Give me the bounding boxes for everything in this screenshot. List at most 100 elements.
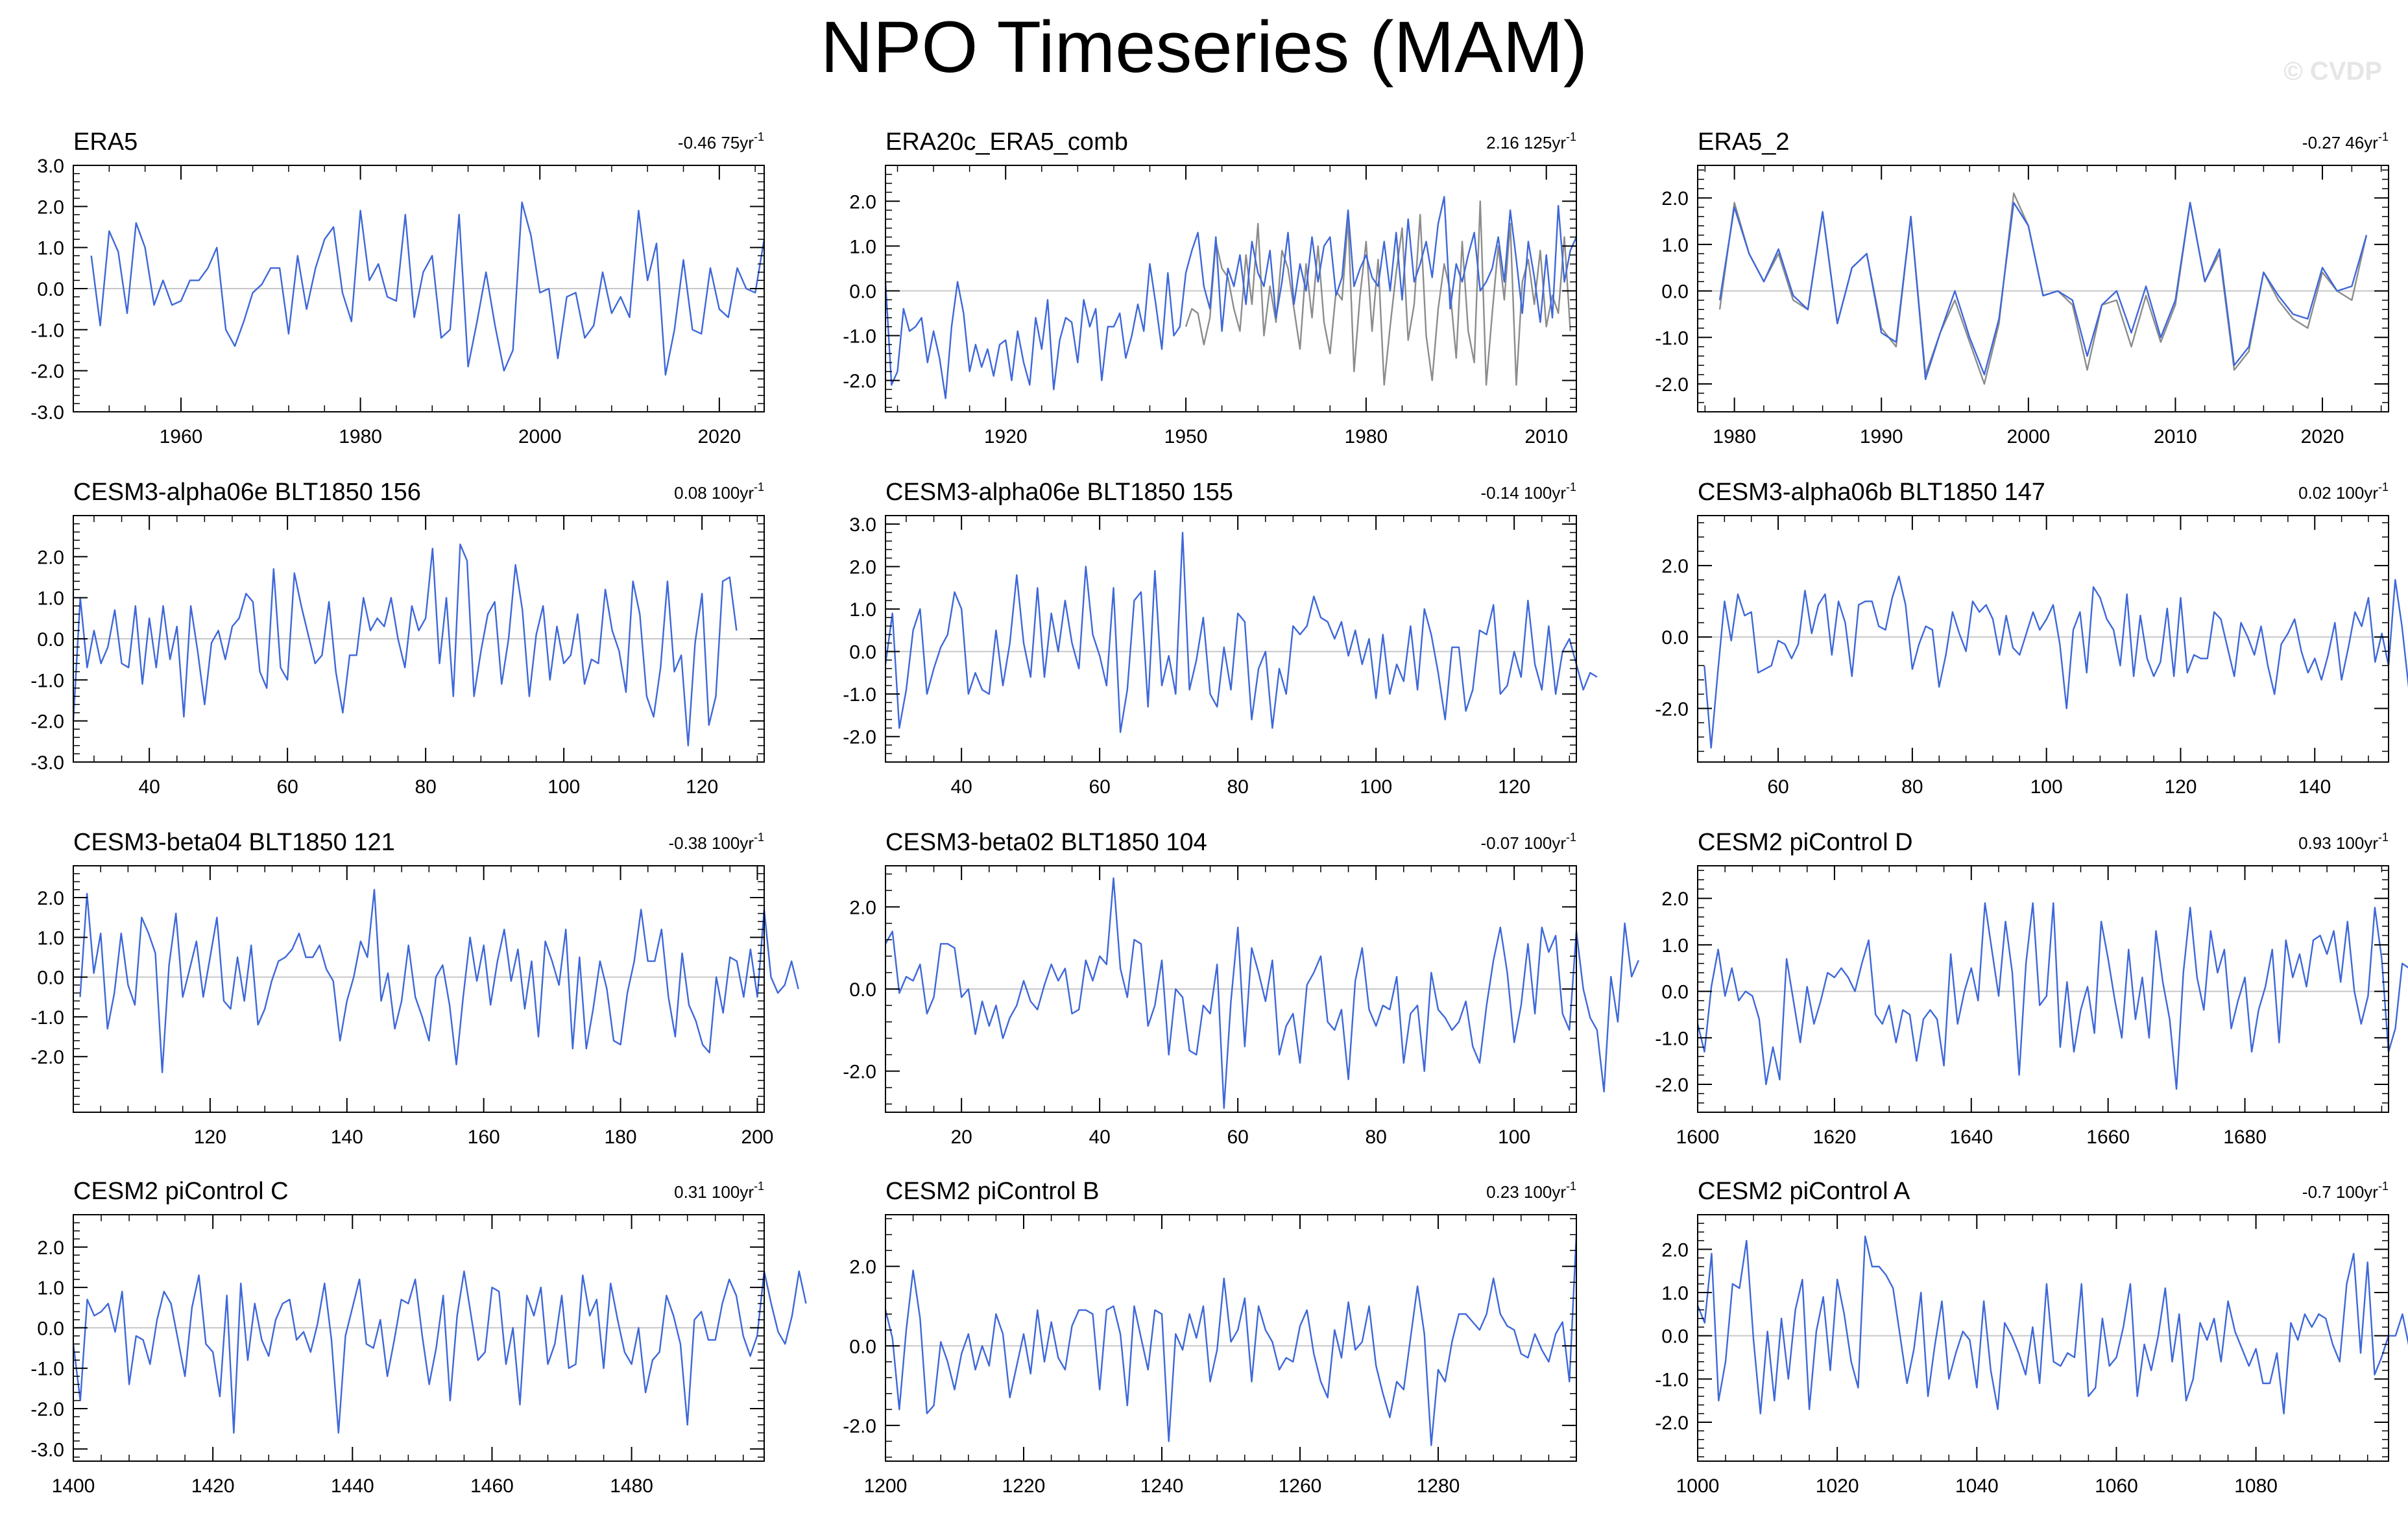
ytick-label: 1.0 (37, 238, 64, 259)
panel-title: CESM3-beta04 BLT1850 121 (73, 829, 395, 856)
series-line-1 (72, 543, 738, 746)
xtick-label: 2000 (518, 426, 562, 447)
ytick-label: 0.0 (849, 979, 876, 1001)
xtick-label: 120 (1498, 776, 1530, 798)
ytick-label: 0.0 (1661, 281, 1689, 303)
xtick-label: 1420 (191, 1475, 235, 1497)
xtick-label: 1980 (1344, 426, 1388, 447)
panel-title: CESM3-beta02 BLT1850 104 (885, 829, 1207, 856)
plot-frame (885, 1214, 1577, 1462)
xtick-label: 1920 (984, 426, 1028, 447)
series-line-1 (884, 196, 1578, 399)
xtick-label: 1080 (2234, 1475, 2278, 1497)
xtick-label: 1460 (470, 1475, 514, 1497)
xtick-label: 2010 (1524, 426, 1568, 447)
panel-title: CESM3-alpha06e BLT1850 155 (885, 479, 1233, 506)
xtick-label: 1960 (160, 426, 203, 447)
ytick-label: 2.0 (1661, 188, 1689, 209)
xtick-label: 1040 (1955, 1475, 1999, 1497)
panel-5: CESM3-alpha06e BLT1850 155 -0.14 100yr-1 -… (843, 479, 1598, 798)
xtick-label: 2020 (697, 426, 741, 447)
panel-2: ERA20c_ERA5_comb 2.16 125yr-1 -2.0 -1.0 0.0 1… (843, 128, 1578, 447)
xtick-label: 60 (1767, 776, 1788, 798)
xtick-label: 1400 (52, 1475, 95, 1497)
panel-title: ERA5 (73, 128, 138, 156)
panel-9: CESM2 piControl D 0.93 100yr-1 -2.0 -1.0 0.0… (1655, 829, 2408, 1148)
xtick-label: 1260 (1279, 1475, 1322, 1497)
xtick-label: 1000 (1676, 1475, 1720, 1497)
ytick-label: -2.0 (30, 361, 64, 383)
ytick-label: 2.0 (849, 897, 876, 918)
xtick-label: 1990 (1860, 426, 1903, 447)
panel-7: CESM3-beta04 BLT1850 121 -0.38 100yr-1 -2.… (30, 829, 799, 1148)
series-line-1 (72, 1270, 807, 1434)
ytick-label: 0.0 (1661, 1326, 1689, 1348)
ytick-label: 2.0 (849, 1257, 876, 1278)
ytick-label: 0.0 (849, 1336, 876, 1357)
xtick-label: 40 (138, 776, 160, 798)
ytick-label: 0.0 (849, 642, 876, 663)
xtick-label: 80 (1365, 1127, 1386, 1148)
panel-title: CESM2 piControl B (885, 1178, 1099, 1205)
trend-exponent: -1 (2378, 130, 2389, 143)
panel-1: ERA5 -0.46 75yr-1 -3.0 -2.0 -1.0 0.0 1.0 2.0 3.0… (30, 128, 765, 447)
series-line-2 (1185, 200, 1571, 386)
ytick-label: -2.0 (1655, 1075, 1689, 1096)
ytick-label: 1.0 (37, 1278, 64, 1299)
ytick-label: -2.0 (1655, 698, 1689, 720)
xtick-label: 140 (2298, 776, 2331, 798)
series-line-1 (884, 877, 1640, 1109)
ytick-label: 1.0 (849, 236, 876, 257)
xtick-label: 1440 (331, 1475, 374, 1497)
ytick-label: -2.0 (1655, 374, 1689, 396)
xtick-label: 120 (2164, 776, 2197, 798)
xtick-label: 1980 (1713, 426, 1756, 447)
ytick-label: 1.0 (849, 599, 876, 621)
panel-title: CESM3-alpha06b BLT1850 147 (1698, 479, 2045, 506)
trend-exponent: -1 (2378, 831, 2389, 844)
ytick-label: 1.0 (37, 927, 64, 949)
trend-exponent: -1 (754, 831, 764, 844)
plot-frame (1697, 515, 2389, 763)
xtick-label: 1280 (1417, 1475, 1460, 1497)
xtick-label: 60 (1089, 776, 1110, 798)
ytick-label: 0.0 (1661, 627, 1689, 649)
series-line-1 (90, 201, 765, 376)
ytick-label: -1.0 (1655, 1028, 1689, 1049)
ytick-label: 0.0 (849, 281, 876, 302)
trend-label: -0.14 100yr-1 (1480, 481, 1576, 503)
ytick-label: -1.0 (30, 1359, 64, 1380)
ytick-label: -2.0 (30, 1399, 64, 1420)
xtick-label: 100 (2030, 776, 2063, 798)
xtick-label: 1200 (864, 1475, 908, 1497)
ytick-label: 2.0 (849, 557, 876, 578)
xtick-label: 2000 (2006, 426, 2050, 447)
ytick-label: -1.0 (1655, 1369, 1689, 1390)
ytick-label: 0.0 (1661, 982, 1689, 1003)
ytick-label: -1.0 (1655, 328, 1689, 349)
ytick-label: 0.0 (37, 629, 64, 650)
plot-frame (1697, 165, 2389, 412)
ytick-label: -2.0 (843, 1416, 876, 1437)
xtick-label: 1220 (1002, 1475, 1046, 1497)
ytick-label: -1.0 (843, 684, 876, 706)
xtick-label: 100 (1360, 776, 1392, 798)
xtick-label: 80 (415, 776, 436, 798)
ytick-label: -1.0 (30, 670, 64, 691)
xtick-label: 160 (468, 1127, 500, 1148)
trend-label: 0.93 100yr-1 (2298, 831, 2389, 853)
panel-11: CESM2 piControl B 0.23 100yr-1 -2.0 0.0 2.0 1… (843, 1178, 1578, 1497)
ytick-label: 2.0 (1661, 888, 1689, 910)
xtick-label: 1060 (2095, 1475, 2138, 1497)
series-line-1 (884, 532, 1598, 733)
trend-label: 0.31 100yr-1 (674, 1180, 764, 1202)
panel-title: ERA5_2 (1698, 128, 1790, 156)
panel-title: CESM3-alpha06e BLT1850 156 (73, 479, 421, 506)
ytick-label: 0.0 (37, 279, 64, 300)
xtick-label: 1020 (1816, 1475, 1859, 1497)
xtick-label: 1480 (610, 1475, 653, 1497)
xtick-label: 1640 (1949, 1127, 1993, 1148)
series-line-1 (884, 1234, 1578, 1446)
xtick-label: 40 (1089, 1127, 1110, 1148)
